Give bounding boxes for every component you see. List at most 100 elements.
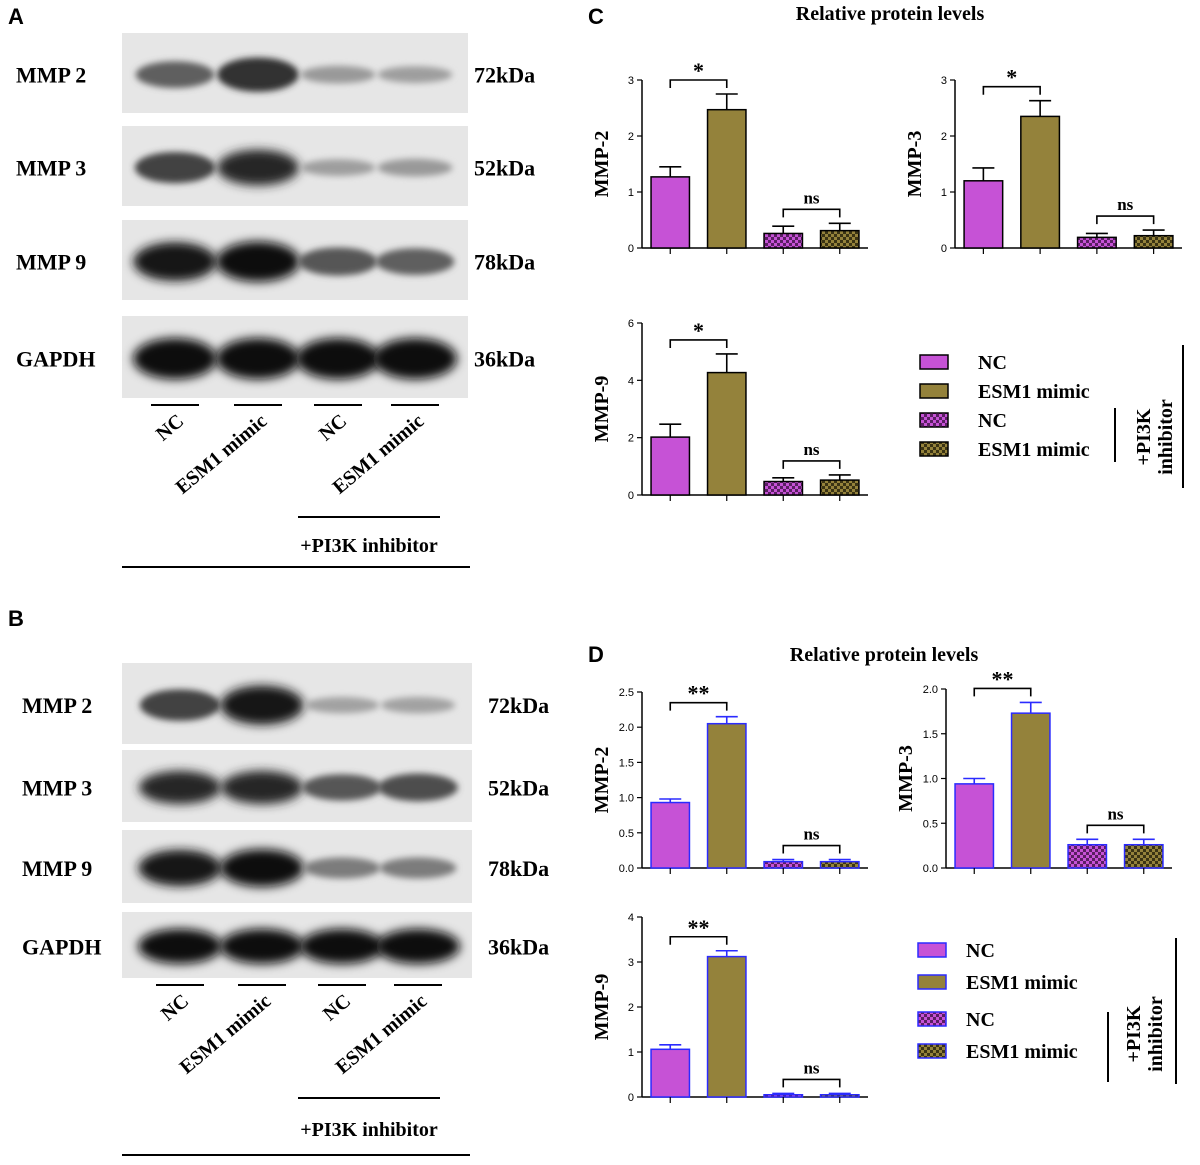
bar <box>763 232 804 249</box>
blot-protein-label: MMP 9 <box>22 856 92 881</box>
y-tick-label: 2.0 <box>923 684 938 696</box>
bar <box>650 176 691 249</box>
lane-label: NC <box>319 990 355 1025</box>
y-axis-label: MMP-3 <box>904 131 926 198</box>
western-blot-a: MMP 2 72kDa MMP 3 52kDa MMP 9 78kDa GAPDH 36kDa… <box>16 33 535 568</box>
blot-row: MMP 9 78kDa <box>16 220 535 300</box>
blot-size-label: 72kDa <box>488 693 549 718</box>
legend-c: NC ESM1 mimic NC ESM1 mimic +PI3Kinhibitor <box>919 345 1184 488</box>
y-tick-label: 2.5 <box>619 687 634 699</box>
y-tick-label: 0 <box>628 243 634 255</box>
chart-title-c: Relative protein levels <box>796 3 985 25</box>
y-tick-label: 6 <box>628 318 634 330</box>
lane-label: NC <box>157 990 193 1025</box>
western-blot-b: MMP 2 72kDa MMP 3 52kDa MMP 9 78kDa GAPDH 36kDa… <box>22 663 549 1156</box>
panel-label-d: D <box>588 642 604 667</box>
significance-label: * <box>693 58 704 83</box>
blot-size-label: 36kDa <box>474 347 535 372</box>
y-tick-label: 0 <box>628 490 634 502</box>
lane-label: NC <box>315 410 351 445</box>
bar <box>706 371 747 496</box>
bar <box>963 180 1004 249</box>
lane-label: NC <box>152 410 188 445</box>
blot-band <box>298 247 378 276</box>
legend-swatch <box>919 441 949 457</box>
blot-protein-label: GAPDH <box>16 347 95 372</box>
legend-swatch <box>919 354 949 370</box>
significance-bracket <box>1086 824 1145 834</box>
blot-band <box>300 928 384 964</box>
significance-bracket <box>973 687 1032 697</box>
blot-band <box>139 689 221 721</box>
y-tick-label: 4 <box>628 375 634 387</box>
blot-band <box>375 248 455 275</box>
blot-band <box>217 57 299 92</box>
bar <box>1067 843 1108 869</box>
bar <box>763 860 804 869</box>
blot-size-label: 78kDa <box>474 250 535 275</box>
blot-band <box>302 774 382 801</box>
blot-band <box>373 338 457 380</box>
y-tick-label: 3 <box>941 75 947 87</box>
blot-row: MMP 3 52kDa <box>22 750 549 822</box>
y-tick-label: 2 <box>941 131 947 143</box>
significance-bracket <box>782 208 841 218</box>
significance-bracket <box>982 85 1041 95</box>
blot-size-label: 72kDa <box>474 63 535 88</box>
y-tick-label: 0.5 <box>619 828 634 840</box>
blot-band <box>303 857 381 879</box>
bar <box>819 479 860 496</box>
y-axis-label: MMP-2 <box>591 747 613 814</box>
chart-title-d: Relative protein levels <box>790 644 979 666</box>
y-tick-label: 1.0 <box>619 793 634 805</box>
significance-bracket <box>669 79 728 88</box>
y-tick-label: 0.5 <box>923 818 938 830</box>
significance-bracket <box>782 460 841 469</box>
significance-bracket <box>669 701 728 711</box>
blot-band <box>138 849 222 887</box>
blot-band <box>300 65 376 84</box>
bar <box>650 1048 691 1098</box>
blot-protein-label: MMP 9 <box>16 250 86 275</box>
treatment-label: +PI3K inhibitor <box>300 535 438 557</box>
y-axis-label: MMP-9 <box>591 376 613 443</box>
blot-row: MMP 2 72kDa <box>16 33 535 113</box>
significance-label: ns <box>803 1058 819 1077</box>
bar <box>1020 115 1061 249</box>
blot-band <box>216 149 300 186</box>
y-tick-label: 2 <box>628 131 634 143</box>
blot-band <box>135 61 215 88</box>
blot-band <box>220 849 304 887</box>
blot-protein-label: GAPDH <box>22 934 101 959</box>
y-tick-label: 3 <box>628 75 634 87</box>
blot-band <box>134 151 216 184</box>
blot-band <box>377 66 453 83</box>
y-axis-label: MMP-2 <box>591 131 613 198</box>
legend-swatch <box>919 412 949 428</box>
blot-size-label: 52kDa <box>488 775 549 800</box>
blot-band <box>220 685 304 725</box>
significance-label: ** <box>688 681 710 706</box>
y-tick-label: 4 <box>628 912 634 924</box>
blot-band <box>377 158 453 177</box>
legend-swatch <box>917 1043 947 1059</box>
legend-swatch <box>919 383 949 399</box>
y-tick-label: 1.5 <box>619 757 634 769</box>
blot-band <box>216 241 300 282</box>
blot-row: MMP 2 72kDa <box>22 663 549 744</box>
legend-label: NC <box>966 1009 995 1031</box>
legend-label: NC <box>978 352 1007 374</box>
y-tick-label: 1.5 <box>923 729 938 741</box>
legend-label: ESM1 mimic <box>966 972 1078 994</box>
y-tick-label: 0 <box>941 243 947 255</box>
y-tick-label: 1.0 <box>923 774 938 786</box>
bar <box>1123 843 1164 869</box>
legend-label: NC <box>978 410 1007 432</box>
blot-row: MMP 9 78kDa <box>22 830 549 903</box>
blot-size-label: 52kDa <box>474 156 535 181</box>
blot-band <box>300 159 376 176</box>
bar <box>706 955 747 1098</box>
significance-label: ns <box>1117 195 1133 214</box>
significance-label: ns <box>803 825 819 844</box>
